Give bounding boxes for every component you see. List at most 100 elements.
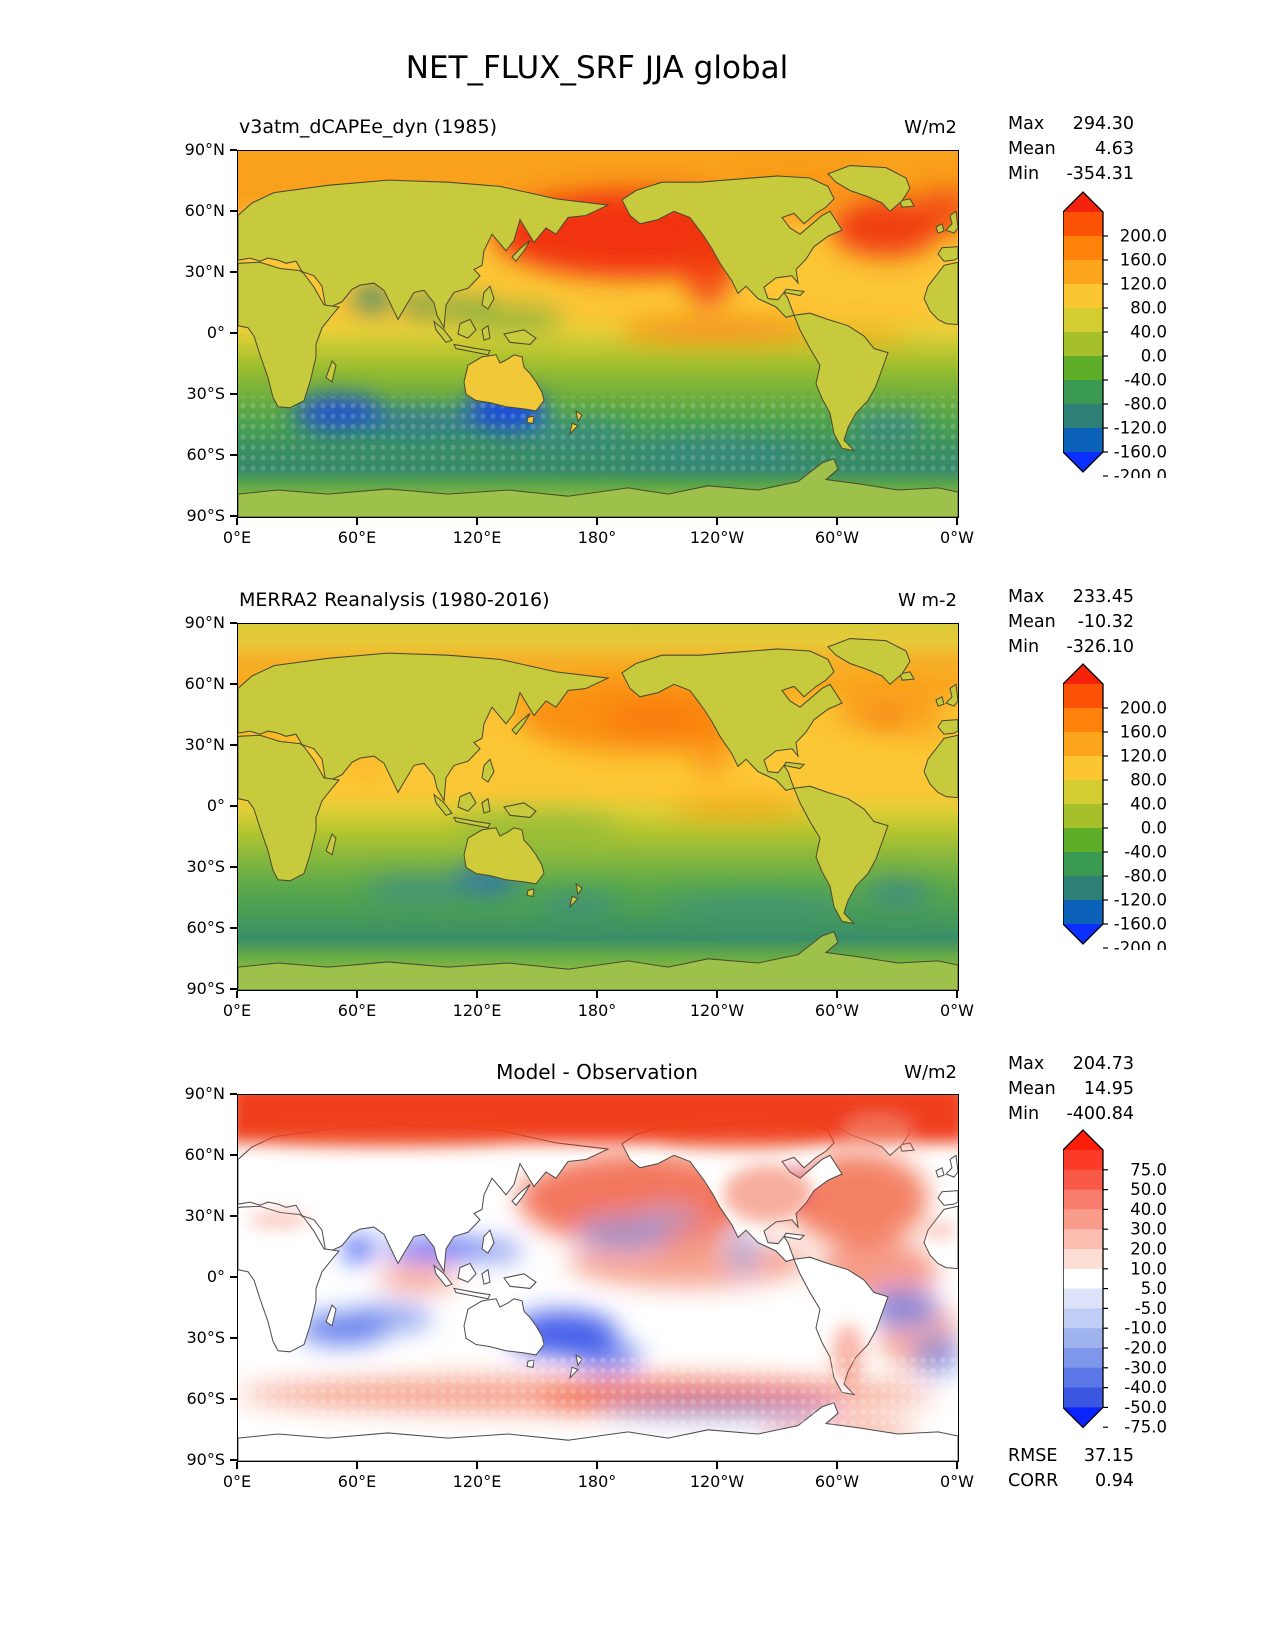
y-axis-tick xyxy=(230,805,237,807)
x-axis-label: 60°W xyxy=(814,1472,860,1491)
colorbar-model: 200.0 160.0 120.0 80.0 40.0 0.0 -40.0 -80.0 -120… xyxy=(1062,190,1213,486)
stat-label: Mean xyxy=(1008,1079,1056,1099)
y-axis-label: 60°S xyxy=(186,445,225,464)
y-axis-label: 90°N xyxy=(184,140,225,159)
x-axis-tick xyxy=(956,518,958,525)
panel1-units: W/m2 xyxy=(904,117,957,138)
colorbar-tick-label: -20.0 xyxy=(1124,1339,1167,1358)
stat-value: 294.30 xyxy=(1072,114,1134,134)
colorbar-tick-label: 40.0 xyxy=(1130,795,1167,814)
colorbar-tick-label: -10.0 xyxy=(1124,1319,1167,1338)
x-axis-label: 0°E xyxy=(222,1472,252,1491)
colorbar-tick-label: 40.0 xyxy=(1130,1200,1167,1219)
y-axis-label: 0° xyxy=(206,1267,225,1286)
y-axis-label: 90°N xyxy=(184,1084,225,1103)
stat-value: 204.73 xyxy=(1072,1054,1134,1074)
panel3-metrics: RMSE 37.15 CORR 0.94 xyxy=(1008,1444,1134,1494)
map-reanalysis-art xyxy=(238,624,958,990)
x-axis-tick xyxy=(476,1462,478,1469)
stat-label: Min xyxy=(1008,1104,1040,1124)
colorbar-tick-label: 10.0 xyxy=(1130,1259,1167,1278)
x-axis-tick xyxy=(716,518,718,525)
x-axis-tick xyxy=(236,518,238,525)
colorbar-tick-label: -75.0 xyxy=(1124,1418,1167,1434)
x-axis-tick xyxy=(716,991,718,998)
y-axis-label: 60°S xyxy=(186,918,225,937)
y-axis-label: 30°S xyxy=(186,857,225,876)
x-axis-tick xyxy=(356,1462,358,1469)
x-axis-tick xyxy=(956,991,958,998)
x-axis-label: 60°E xyxy=(337,1001,377,1020)
panel3-stats: Max 204.73 Mean 14.95 Min -400.84 xyxy=(1008,1052,1134,1127)
map-difference xyxy=(237,1094,959,1462)
y-axis-tick xyxy=(230,927,237,929)
colorbar-tick-label: 80.0 xyxy=(1130,299,1167,318)
colorbar-tick-label: 40.0 xyxy=(1130,323,1167,342)
colorbar-tick-label: 80.0 xyxy=(1130,771,1167,790)
y-axis-tick xyxy=(230,683,237,685)
stat-value: 14.95 xyxy=(1083,1079,1134,1099)
stat-value: -326.10 xyxy=(1066,637,1134,657)
colorbar-tick-label: 200.0 xyxy=(1120,227,1167,246)
colorbar-tick-label: -30.0 xyxy=(1124,1358,1167,1377)
stat-label: Mean xyxy=(1008,139,1056,159)
colorbar-tick-label: -160.0 xyxy=(1114,915,1167,934)
x-axis-label: 0°W xyxy=(940,1472,974,1491)
colorbar-tick-label: 160.0 xyxy=(1120,723,1167,742)
colorbar-tick-label: 30.0 xyxy=(1130,1220,1167,1239)
map-reanalysis xyxy=(237,623,959,991)
colorbar-tick-label: -40.0 xyxy=(1124,1378,1167,1397)
x-axis-tick xyxy=(836,518,838,525)
x-axis-tick xyxy=(836,1462,838,1469)
x-axis-tick xyxy=(236,1462,238,1469)
y-axis-tick xyxy=(230,393,237,395)
colorbar-tick-label: -120.0 xyxy=(1114,419,1167,438)
y-axis-tick xyxy=(230,866,237,868)
stat-label: Mean xyxy=(1008,612,1056,632)
y-axis-tick xyxy=(230,149,237,151)
x-axis-tick xyxy=(356,518,358,525)
colorbar-art: 75.050.040.030.020.010.05.0-5.0-10.0-20.… xyxy=(1062,1129,1167,1437)
y-axis-label: 60°N xyxy=(184,674,225,693)
colorbar-tick-label: 120.0 xyxy=(1120,275,1167,294)
colorbar-tick-label: -40.0 xyxy=(1124,371,1167,390)
colorbar-tick-label: -160.0 xyxy=(1114,443,1167,462)
stat-label: Max xyxy=(1008,114,1045,134)
colorbar-tick-label: 75.0 xyxy=(1130,1160,1167,1179)
y-axis-tick xyxy=(230,622,237,624)
colorbar-art: 200.0 160.0 120.0 80.0 40.0 0.0 -40.0 -80.0 -120… xyxy=(1062,191,1167,486)
colorbar-tick-label: 120.0 xyxy=(1120,747,1167,766)
y-axis-tick xyxy=(230,1093,237,1095)
x-axis-label: 120°W xyxy=(689,1472,745,1491)
y-axis-label: 30°N xyxy=(184,262,225,281)
x-axis-label: 180° xyxy=(577,528,617,547)
y-axis-label: 90°N xyxy=(184,613,225,632)
x-axis-tick xyxy=(236,991,238,998)
panel1-subtitle: v3atm_dCAPEe_dyn (1985) xyxy=(239,116,497,138)
x-axis-label: 60°W xyxy=(814,1001,860,1020)
x-axis-label: 180° xyxy=(577,1472,617,1491)
x-axis-label: 0°W xyxy=(940,528,974,547)
stat-value: -400.84 xyxy=(1066,1104,1134,1124)
y-axis-label: 30°S xyxy=(186,1328,225,1347)
metric-value: 37.15 xyxy=(1083,1446,1134,1466)
x-axis-label: 60°E xyxy=(337,1472,377,1491)
x-axis-tick xyxy=(596,1462,598,1469)
colorbar-tick-label: -50.0 xyxy=(1124,1398,1167,1417)
y-axis-tick xyxy=(230,332,237,334)
y-axis-tick xyxy=(230,1398,237,1400)
y-axis-label: 30°N xyxy=(184,1206,225,1225)
colorbar-tick-label: -5.0 xyxy=(1135,1299,1167,1318)
colorbar-difference: 75.0 50.0 40.0 30.0 20.0 10.0 5.0 -5.0 -10.0 -20.… xyxy=(1062,1128,1213,1437)
x-axis-tick xyxy=(596,518,598,525)
colorbar-reanalysis: 200.0 160.0 120.0 80.0 40.0 0.0 -40.0 -80.0 -120… xyxy=(1062,662,1213,958)
colorbar-tick-label: 200.0 xyxy=(1120,699,1167,718)
y-axis-label: 30°N xyxy=(184,735,225,754)
x-axis-label: 120°E xyxy=(452,1001,502,1020)
x-axis-tick xyxy=(836,991,838,998)
colorbar-tick-label: -80.0 xyxy=(1124,395,1167,414)
panel2-units: W m-2 xyxy=(897,590,957,611)
x-axis-label: 0°E xyxy=(222,528,252,547)
stat-value: -10.32 xyxy=(1077,612,1134,632)
panel3-subtitle: Model - Observation xyxy=(496,1060,698,1084)
